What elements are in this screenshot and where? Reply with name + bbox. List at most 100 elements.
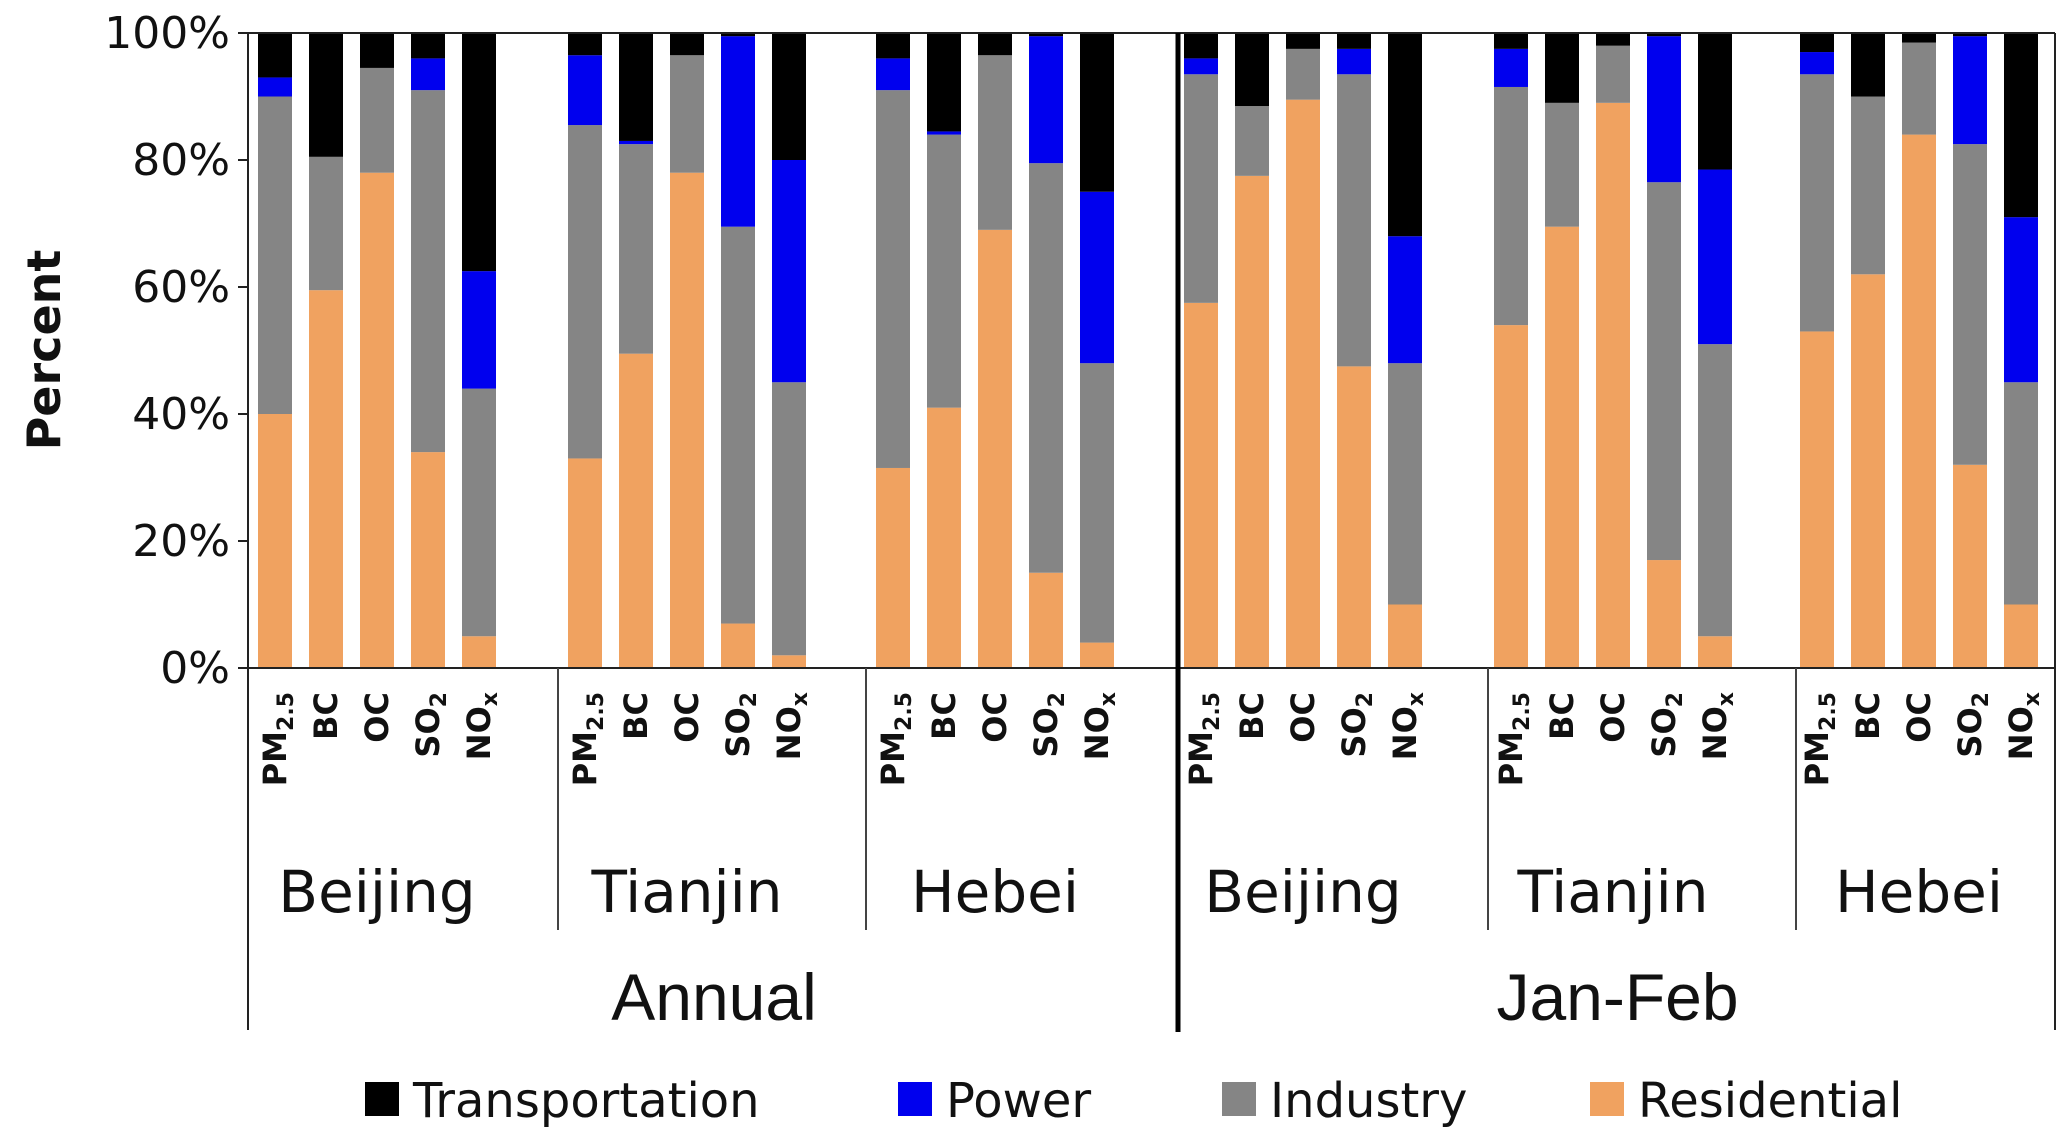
bar-segment-transportation — [1235, 33, 1269, 107]
bar-segment-industry — [1235, 106, 1269, 176]
species-label: OC — [1900, 692, 1938, 743]
bar-segment-residential — [1184, 302, 1218, 668]
bar-segment-industry — [1902, 42, 1936, 135]
legend-swatch-industry — [1222, 1082, 1256, 1116]
region-label: Hebei — [911, 858, 1079, 926]
bar-segment-transportation — [1029, 33, 1063, 37]
legend: Transportation Power Industry Residential — [365, 1073, 1902, 1129]
bar-segment-residential — [619, 353, 653, 668]
species-label: OC — [1594, 692, 1632, 743]
bar-segment-industry — [721, 226, 755, 624]
bar-segment-power — [876, 58, 910, 91]
legend-label-industry: Industry — [1270, 1073, 1467, 1129]
bar-segment-power — [462, 271, 496, 389]
species-label: SO2 — [1951, 692, 1994, 758]
species-label: SO2 — [1027, 692, 1070, 758]
bar-segment-industry — [1388, 363, 1422, 605]
bar-segment-residential — [411, 452, 445, 668]
bar-segment-industry — [1494, 86, 1528, 326]
species-label: NOx — [770, 692, 813, 760]
bar-segment-industry — [1286, 48, 1320, 100]
bar-segment-power — [1494, 48, 1528, 87]
bar-segment-residential — [360, 172, 394, 668]
bar-segment-transportation — [1388, 33, 1422, 237]
bar-segment-residential — [1596, 102, 1630, 669]
bar-segment-industry — [1545, 102, 1579, 227]
period-label: Annual — [611, 960, 817, 1034]
species-label: PM2.5 — [256, 692, 299, 786]
species-label: SO2 — [719, 692, 762, 758]
bar-segment-transportation — [1800, 33, 1834, 53]
bar-segment-residential — [1902, 134, 1936, 669]
y-axis-title: Percent — [17, 250, 71, 451]
bar-segment-residential — [1698, 636, 1732, 668]
legend-swatch-power — [898, 1082, 932, 1116]
species-label: OC — [358, 692, 396, 743]
y-tick-label: 60% — [132, 262, 230, 313]
bar-segment-transportation — [568, 33, 602, 56]
bar-segment-transportation — [1337, 33, 1371, 49]
bar-segment-residential — [927, 407, 961, 668]
bar-segment-transportation — [258, 33, 292, 78]
bar-segment-industry — [1596, 45, 1630, 103]
legend-swatch-transportation — [365, 1082, 399, 1116]
species-label: BC — [1543, 692, 1581, 740]
bar-segment-transportation — [927, 33, 961, 132]
bar-segment-residential — [772, 655, 806, 668]
bar-segment-residential — [670, 172, 704, 668]
species-label: SO2 — [1645, 692, 1688, 758]
species-label: PM2.5 — [566, 692, 609, 786]
bar-segment-power — [258, 77, 292, 97]
species-label: NOx — [1386, 692, 1429, 760]
bar-segment-power — [1337, 48, 1371, 75]
bar-segment-transportation — [978, 33, 1012, 56]
species-label: PM2.5 — [1798, 692, 1841, 786]
bar-segment-residential — [2004, 604, 2038, 668]
bar-segment-power — [927, 131, 961, 135]
bar-segment-transportation — [1286, 33, 1320, 49]
species-label: BC — [1849, 692, 1887, 740]
bar-segment-transportation — [876, 33, 910, 59]
bar-segment-power — [1647, 36, 1681, 183]
species-label: BC — [1233, 692, 1271, 740]
bar-segment-industry — [1953, 144, 1987, 465]
species-label: BC — [617, 692, 655, 740]
region-label: Hebei — [1835, 858, 2003, 926]
bar-segment-industry — [1029, 163, 1063, 573]
bar-segment-transportation — [1545, 33, 1579, 103]
bar-segment-power — [1080, 191, 1114, 364]
bar-segment-industry — [1647, 182, 1681, 561]
species-label: SO2 — [409, 692, 452, 758]
bar-segment-power — [411, 58, 445, 91]
bar-segment-residential — [978, 229, 1012, 668]
bar-segment-industry — [1851, 96, 1885, 275]
species-label: SO2 — [1335, 692, 1378, 758]
bar-segment-transportation — [1647, 33, 1681, 37]
region-label: Tianjin — [1516, 858, 1708, 926]
bars — [258, 33, 2038, 669]
bar-segment-residential — [462, 636, 496, 668]
y-tick-label: 100% — [104, 8, 230, 59]
y-tick-label: 20% — [132, 516, 230, 567]
bar-segment-transportation — [1902, 33, 1936, 43]
legend-swatch-residential — [1590, 1082, 1624, 1116]
bar-segment-residential — [309, 290, 343, 668]
bar-segment-residential — [876, 467, 910, 668]
bar-segment-industry — [360, 67, 394, 173]
bar-segment-industry — [670, 55, 704, 173]
bar-segment-residential — [1235, 175, 1269, 668]
species-label: NOx — [1078, 692, 1121, 760]
bar-segment-industry — [772, 382, 806, 656]
bar-segment-industry — [411, 90, 445, 453]
legend-label-transportation: Transportation — [412, 1073, 760, 1129]
species-label: BC — [925, 692, 963, 740]
bar-segment-transportation — [1698, 33, 1732, 170]
bar-segment-transportation — [1953, 33, 1987, 37]
bar-segment-transportation — [670, 33, 704, 56]
bar-segment-residential — [568, 458, 602, 668]
bar-segment-residential — [1080, 642, 1114, 668]
bar-segment-industry — [258, 96, 292, 414]
bar-segment-transportation — [462, 33, 496, 272]
